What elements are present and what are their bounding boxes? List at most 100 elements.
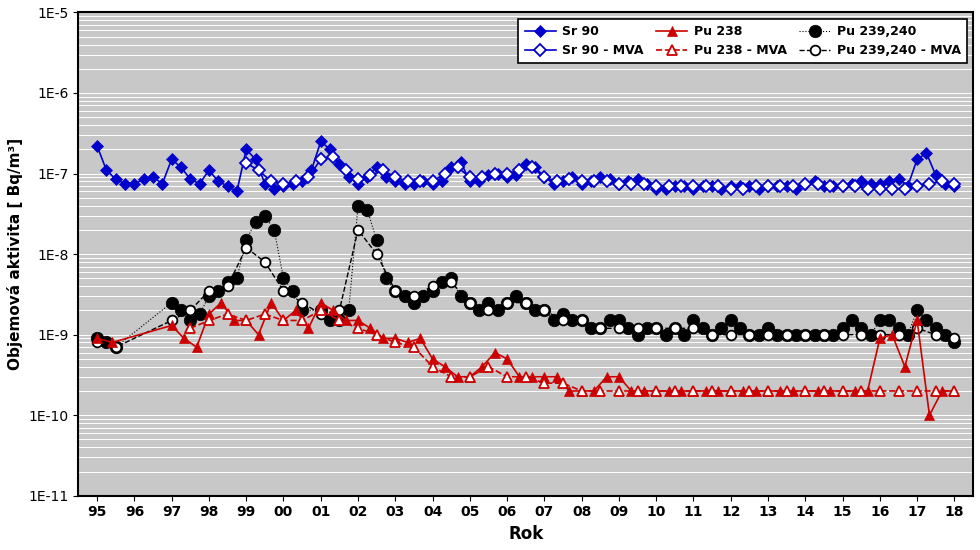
Sr 90 - MVA: [240, 160, 252, 166]
Pu 238 - MVA: [613, 388, 625, 394]
Pu 239,240: [818, 331, 830, 338]
Pu 239,240 - MVA: [762, 331, 774, 338]
Sr 90 - MVA: [787, 183, 799, 189]
Pu 239,240 - MVA: [184, 307, 196, 314]
Pu 239,240 - MVA: [277, 288, 289, 294]
Pu 238 - MVA: [333, 317, 345, 324]
Pu 238 - MVA: [408, 344, 419, 350]
Sr 90 - MVA: [923, 180, 935, 187]
Pu 239,240 - MVA: [613, 325, 625, 332]
Pu 238: [923, 412, 935, 419]
Pu 239,240 - MVA: [408, 293, 419, 300]
Pu 239,240 - MVA: [519, 299, 531, 306]
Pu 238 - MVA: [370, 331, 382, 338]
Sr 90: [231, 188, 243, 195]
Pu 238 - MVA: [315, 307, 326, 314]
Pu 238 - MVA: [558, 380, 569, 387]
Pu 238 - MVA: [539, 380, 551, 387]
Pu 239,240: [949, 339, 960, 346]
Pu 238 - MVA: [632, 388, 644, 394]
Pu 238 - MVA: [893, 388, 905, 394]
Pu 239,240 - MVA: [688, 325, 700, 332]
Pu 239,240 - MVA: [389, 288, 401, 294]
Pu 239,240 - MVA: [259, 258, 270, 265]
Pu 239,240 - MVA: [370, 251, 382, 257]
Pu 239,240 - MVA: [856, 331, 867, 338]
Legend: Sr 90, Sr 90 - MVA, Pu 238, Pu 238 - MVA, Pu 239,240, Pu 239,240 - MVA: Sr 90, Sr 90 - MVA, Pu 238, Pu 238 - MVA…: [518, 19, 967, 63]
Pu 238: [501, 356, 513, 362]
Pu 239,240 - MVA: [240, 244, 252, 251]
Pu 239,240 - MVA: [539, 307, 551, 314]
Pu 239,240 - MVA: [464, 299, 475, 306]
Pu 239,240 - MVA: [707, 331, 718, 338]
Pu 238: [402, 339, 414, 346]
Pu 238 - MVA: [445, 373, 457, 380]
Pu 238 - MVA: [221, 311, 233, 317]
Pu 239,240: [399, 293, 411, 300]
Pu 239,240 - MVA: [352, 227, 364, 233]
Pu 238 - MVA: [259, 311, 270, 317]
Pu 238: [216, 299, 227, 306]
Pu 238 - MVA: [595, 388, 607, 394]
Pu 238 - MVA: [762, 388, 774, 394]
Pu 238: [787, 388, 799, 394]
Sr 90 - MVA: [737, 185, 749, 192]
Pu 239,240 - MVA: [595, 325, 607, 332]
Line: Sr 90: Sr 90: [93, 138, 958, 196]
Sr 90: [539, 174, 551, 180]
Pu 239,240 - MVA: [911, 325, 923, 332]
Sr 90: [240, 146, 252, 152]
Pu 239,240 - MVA: [426, 283, 438, 289]
Pu 238 - MVA: [240, 317, 252, 324]
Sr 90 - MVA: [327, 154, 339, 161]
Pu 239,240: [333, 317, 345, 324]
Pu 238 - MVA: [781, 388, 793, 394]
Pu 238 - MVA: [837, 388, 849, 394]
Pu 239,240 - MVA: [632, 325, 644, 332]
Line: Sr 90 - MVA: Sr 90 - MVA: [242, 153, 958, 193]
Sr 90: [790, 185, 802, 192]
Pu 239,240 - MVA: [221, 283, 233, 289]
Pu 239,240 - MVA: [781, 331, 793, 338]
Line: Pu 239,240 - MVA: Pu 239,240 - MVA: [92, 225, 959, 352]
Pu 238 - MVA: [818, 388, 830, 394]
Pu 238 - MVA: [519, 373, 531, 380]
Pu 238 - MVA: [426, 364, 438, 370]
Pu 239,240: [566, 317, 578, 324]
Pu 238 - MVA: [949, 388, 960, 394]
Pu 238 - MVA: [874, 388, 886, 394]
Pu 238 - MVA: [669, 388, 681, 394]
Pu 239,240 - MVA: [203, 288, 215, 294]
Pu 238 - MVA: [800, 388, 811, 394]
Pu 238 - MVA: [856, 388, 867, 394]
Pu 238 - MVA: [184, 325, 196, 332]
Pu 239,240 - MVA: [930, 331, 942, 338]
Pu 238 - MVA: [930, 388, 942, 394]
Line: Pu 238: Pu 238: [92, 298, 959, 420]
Sr 90: [315, 138, 326, 145]
Pu 238 - MVA: [744, 388, 756, 394]
Pu 238 - MVA: [911, 388, 923, 394]
Pu 239,240 - MVA: [949, 335, 960, 342]
Pu 238: [203, 311, 215, 317]
Pu 239,240 - MVA: [818, 331, 830, 338]
Line: Pu 238 - MVA: Pu 238 - MVA: [185, 306, 959, 396]
Pu 239,240 - MVA: [296, 299, 308, 306]
Pu 238 - MVA: [725, 388, 737, 394]
Pu 239,240 - MVA: [482, 307, 494, 314]
Pu 238 - MVA: [482, 364, 494, 370]
Pu 238 - MVA: [501, 373, 513, 380]
Pu 239,240 - MVA: [166, 317, 177, 324]
Pu 239,240 - MVA: [445, 279, 457, 285]
Pu 239,240 - MVA: [91, 339, 103, 346]
Pu 239,240 - MVA: [800, 331, 811, 338]
Pu 239,240 - MVA: [315, 311, 326, 317]
Pu 238 - MVA: [464, 373, 475, 380]
Pu 238 - MVA: [352, 325, 364, 332]
Pu 238 - MVA: [576, 388, 588, 394]
Sr 90: [707, 183, 718, 189]
Pu 238 - MVA: [707, 388, 718, 394]
Y-axis label: Objemová aktivita [ Bq/m³]: Objemová aktivita [ Bq/m³]: [7, 138, 23, 370]
Pu 239,240 - MVA: [110, 344, 122, 350]
Pu 239,240: [91, 335, 103, 342]
